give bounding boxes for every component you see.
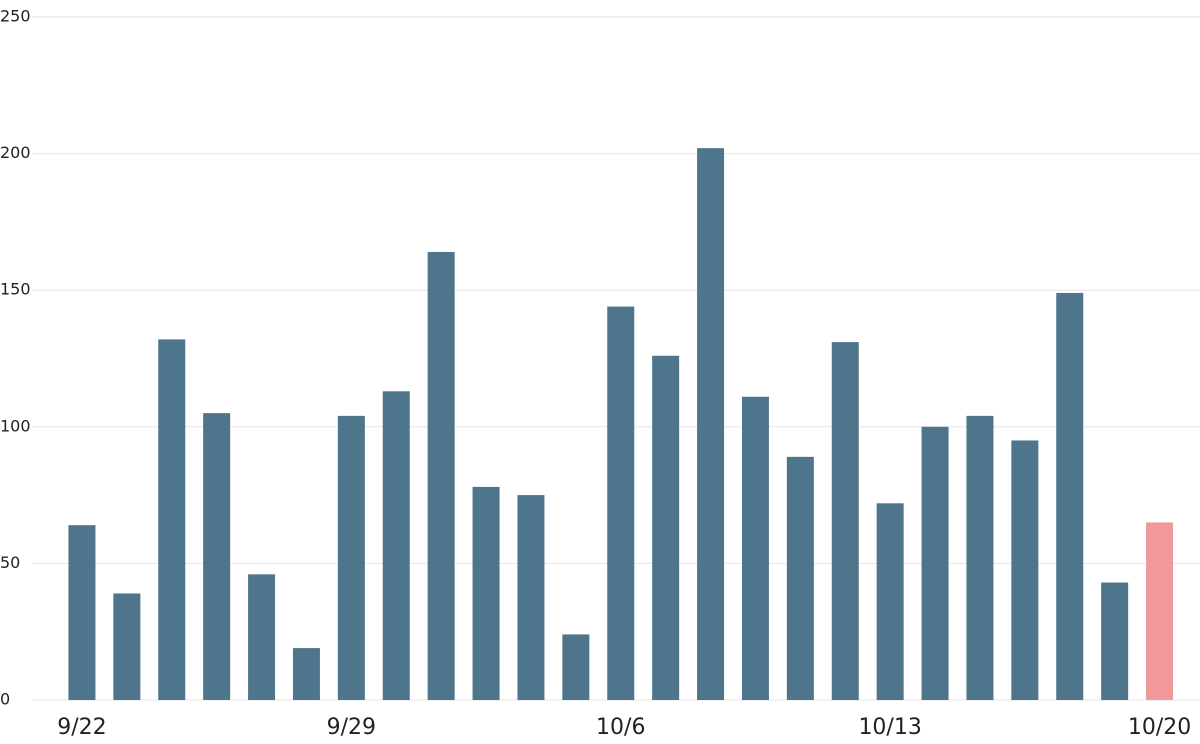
y-tick-label: 200 — [0, 143, 31, 162]
bar — [697, 148, 725, 701]
bar — [292, 648, 320, 700]
bar — [68, 525, 96, 700]
y-tick-label: 250 — [0, 7, 31, 26]
bar — [1011, 440, 1039, 700]
x-tick-label: 9/29 — [327, 715, 376, 740]
bar — [921, 426, 949, 700]
bar — [876, 503, 904, 700]
x-tick-label: 10/20 — [1128, 715, 1191, 740]
bar — [741, 396, 769, 700]
bar — [831, 342, 859, 700]
bar — [1101, 582, 1129, 700]
x-tick-label: 9/22 — [57, 715, 106, 740]
x-tick-label: 10/6 — [596, 715, 645, 740]
bar — [472, 486, 500, 700]
bar — [248, 574, 276, 700]
bar — [966, 415, 994, 700]
y-tick-label: 50 — [0, 553, 20, 572]
bar — [652, 355, 680, 700]
bar — [427, 251, 455, 700]
bar — [607, 306, 635, 700]
bar — [158, 339, 186, 700]
bar — [1146, 522, 1174, 700]
bar — [786, 456, 814, 700]
y-tick-label: 100 — [0, 416, 31, 435]
bar — [337, 415, 365, 700]
x-tick-label: 10/13 — [858, 715, 921, 740]
bar — [517, 495, 545, 700]
y-tick-label: 150 — [0, 280, 31, 299]
bar — [113, 593, 141, 700]
bar — [562, 634, 590, 700]
y-tick-label: 0 — [0, 690, 10, 709]
bar — [203, 413, 231, 700]
bar — [1056, 292, 1084, 700]
bar — [382, 391, 410, 700]
